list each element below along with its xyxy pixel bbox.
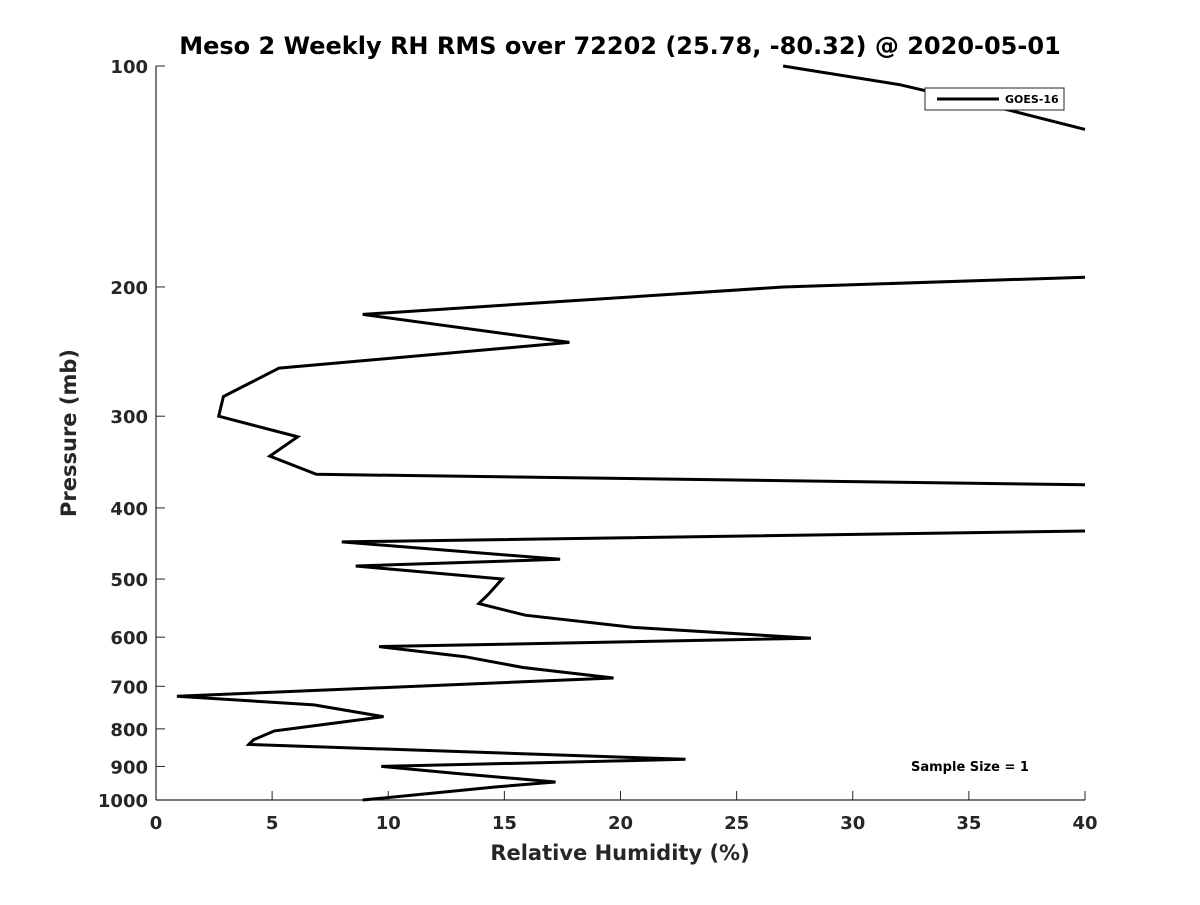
y-tick-label: 700: [110, 677, 148, 698]
x-tick-label: 25: [724, 813, 749, 834]
legend-label-goes16: GOES-16: [1005, 93, 1059, 106]
x-axis-label: Relative Humidity (%): [490, 841, 749, 865]
x-tick-label: 20: [608, 813, 633, 834]
y-axis-label: Pressure (mb): [57, 349, 81, 517]
y-ticks-group: 100 200 300 400 500 600 700 800 900 1000: [98, 57, 165, 812]
y-tick-label: 1000: [98, 791, 148, 812]
x-tick-label: 0: [150, 813, 163, 834]
y-tick-label: 400: [110, 499, 148, 520]
chart-title: Meso 2 Weekly RH RMS over 72202 (25.78, …: [179, 32, 1061, 60]
legend: GOES-16: [925, 88, 1064, 110]
y-tick-label: 900: [110, 757, 148, 778]
x-tick-label: 40: [1072, 813, 1097, 834]
y-tick-label: 300: [110, 407, 148, 428]
y-tick-label: 200: [110, 278, 148, 299]
x-tick-label: 10: [376, 813, 401, 834]
x-tick-label: 30: [840, 813, 865, 834]
y-tick-label: 800: [110, 720, 148, 741]
x-tick-label: 5: [266, 813, 279, 834]
y-tick-label: 600: [110, 628, 148, 649]
x-tick-label: 15: [492, 813, 517, 834]
y-tick-label: 100: [110, 57, 148, 78]
y-tick-label: 500: [110, 570, 148, 591]
sample-size-annotation: Sample Size = 1: [911, 760, 1029, 775]
x-tick-label: 35: [956, 813, 981, 834]
